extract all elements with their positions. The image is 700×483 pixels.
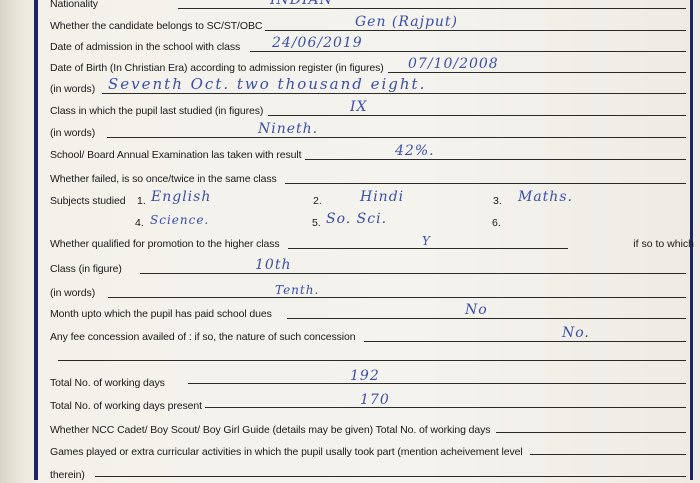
label: Date of admission in the school with cla… [50, 41, 241, 53]
row-dob-words: (in words) Seventh Oct. two thousand eig… [50, 75, 686, 97]
field-working-days[interactable]: 192 [350, 368, 380, 384]
field-subject-5[interactable]: So. Sci. [326, 211, 388, 227]
underline [140, 273, 686, 274]
subject-number: 3. [493, 195, 502, 207]
field-class-figure[interactable]: 10th [255, 257, 292, 273]
field-subject-4[interactable]: Science. [150, 213, 210, 227]
label: Date of Birth (In Christian Era) accordi… [50, 62, 384, 74]
underline [107, 137, 686, 138]
label: Month upto which the pupil has paid scho… [50, 308, 272, 320]
row-last-class-words: (in words) Nineth. [50, 121, 686, 141]
underline [288, 248, 568, 249]
underline [388, 72, 686, 73]
row-games: Games played or extra curricular activit… [50, 442, 686, 460]
row-class-words: (in words) Tenth. [50, 283, 686, 301]
underline [364, 341, 686, 342]
subject-number: 6. [492, 217, 501, 229]
row-subjects-1: Subjects studied 1. English 2. Hindi 3. … [50, 189, 686, 209]
underline [265, 30, 686, 31]
field-days-present[interactable]: 170 [360, 392, 390, 408]
row-failed: Whether failed, is so once/twice in the … [50, 169, 686, 187]
row-last-class-figures: Class in which the pupil last studied (i… [50, 99, 686, 119]
row-exam-result: School/ Board Annual Examination las tak… [50, 143, 686, 163]
row-working-days: Total No. of working days 192 [50, 368, 686, 391]
underline [178, 8, 686, 9]
field-admission-date[interactable]: 24/06/2019 [272, 35, 363, 51]
row-nationality: Nationality INDIAN [50, 0, 686, 12]
label-if-so: if so to which [633, 238, 694, 250]
subject-number: 1. [137, 195, 146, 207]
subject-number: 2. [313, 195, 322, 207]
field-exam-result[interactable]: 42%. [395, 143, 435, 159]
underline [205, 407, 686, 408]
underline [102, 93, 686, 94]
subject-number: 5. [312, 217, 321, 229]
label: Class in which the pupil last studied (i… [50, 105, 264, 117]
label: Any fee concession availed of : if so, t… [50, 331, 356, 343]
row-promotion: Whether qualified for promotion to the h… [50, 234, 694, 252]
row-games-continued: therein) [50, 465, 686, 483]
label: therein) [50, 469, 85, 481]
row-subjects-2: 4. Science. 5. So. Sci. 6. [50, 211, 686, 231]
field-subject-2[interactable]: Hindi [360, 189, 405, 205]
label: School/ Board Annual Examination las tak… [50, 149, 302, 161]
field-dues[interactable]: No [465, 302, 488, 318]
label: Class (in figure) [50, 263, 122, 275]
underline [285, 183, 686, 184]
field-nationality[interactable]: INDIAN [270, 0, 333, 8]
label: Subjects studied [50, 195, 126, 207]
label: Nationality [50, 0, 98, 10]
underline [95, 476, 686, 477]
field-dob-figures[interactable]: 07/10/2008 [408, 56, 499, 72]
field-promotion[interactable]: Y [422, 234, 431, 248]
label: Games played or extra curricular activit… [50, 446, 523, 458]
label: Whether the candidate belongs to SC/ST/O… [50, 20, 263, 32]
label: (in words) [50, 83, 96, 95]
label: Total No. of working days [50, 377, 165, 389]
field-dob-words[interactable]: Seventh Oct. two thousand eight. [108, 75, 427, 93]
page-border-right [690, 0, 693, 480]
label: Whether qualified for promotion to the h… [50, 238, 280, 250]
field-last-class-words[interactable]: Nineth. [258, 121, 319, 137]
underline [305, 159, 686, 160]
row-admission-date: Date of admission in the school with cla… [50, 35, 686, 55]
row-category: Whether the candidate belongs to SC/ST/O… [50, 14, 686, 34]
label: Whether NCC Cadet/ Boy Scout/ Boy Girl G… [50, 424, 491, 436]
row-dob-figures: Date of Birth (In Christian Era) accordi… [50, 56, 686, 76]
underline [268, 115, 686, 116]
field-last-class-figures[interactable]: IX [350, 99, 368, 115]
label: (in words) [50, 287, 96, 299]
label: (in words) [50, 127, 96, 139]
field-concession[interactable]: No. [562, 325, 590, 341]
label: Total No. of working days present [50, 400, 202, 412]
subject-number: 4. [135, 217, 144, 229]
field-class-words[interactable]: Tenth. [275, 283, 320, 297]
row-concession-continued [50, 346, 686, 364]
field-subject-1[interactable]: English [151, 189, 212, 205]
underline [58, 360, 686, 361]
underline [250, 51, 686, 52]
underline [108, 297, 686, 298]
field-subject-3[interactable]: Maths. [518, 189, 573, 205]
row-concession: Any fee concession availed of : if so, t… [50, 325, 686, 345]
underline [530, 454, 686, 455]
page-border-left [34, 0, 38, 480]
row-class-figure: Class (in figure) 10th [50, 257, 686, 277]
field-category[interactable]: Gen (Rajput) [355, 14, 459, 30]
row-days-present: Total No. of working days present 170 [50, 392, 686, 414]
row-ncc: Whether NCC Cadet/ Boy Scout/ Boy Girl G… [50, 420, 686, 438]
label: Whether failed, is so once/twice in the … [50, 173, 277, 185]
underline [188, 383, 686, 384]
underline [287, 318, 686, 319]
underline [496, 432, 686, 433]
row-dues: Month upto which the pupil has paid scho… [50, 302, 686, 322]
